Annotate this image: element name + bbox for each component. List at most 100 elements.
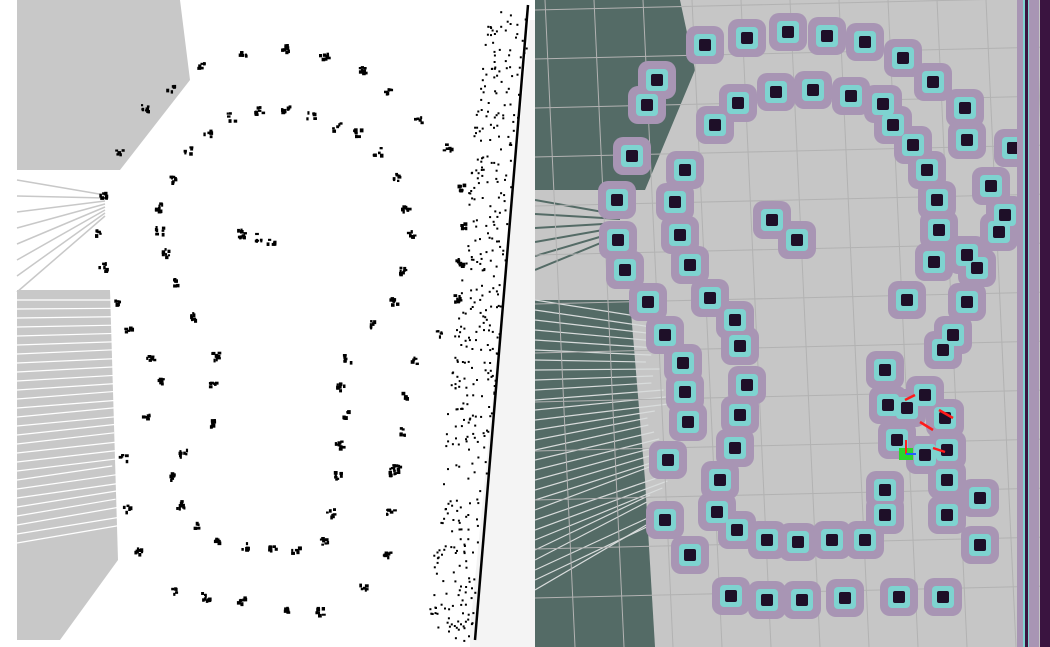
wall-noise-cell <box>481 294 484 297</box>
obstacle-cell <box>268 548 272 552</box>
wall-noise-cell <box>502 253 504 256</box>
obstacle-cell <box>796 594 808 606</box>
wall-noise-cell <box>509 49 512 52</box>
obstacle-cell <box>897 52 909 64</box>
obstacle-cell <box>403 397 407 400</box>
obstacle-cell <box>183 451 186 455</box>
obstacle-cell <box>281 49 285 52</box>
obstacle-cell <box>191 318 194 322</box>
wall-noise-cell <box>480 87 483 90</box>
obstacle-cell <box>200 66 204 70</box>
wall-noise-cell <box>464 312 467 315</box>
obstacle-cell <box>170 478 173 482</box>
wall-noise-cell <box>521 39 524 42</box>
obstacle-cell <box>203 62 206 66</box>
obstacle-cell <box>619 264 631 276</box>
wall-noise-cell <box>498 48 501 51</box>
robot-path-layer <box>904 393 954 454</box>
obstacle-cell <box>121 454 124 458</box>
obstacle-cell <box>98 266 101 270</box>
wall-noise-cell <box>467 421 470 424</box>
wall-noise-cell <box>498 211 501 214</box>
occupancy-grid-map <box>16 0 535 647</box>
obstacle-cell <box>399 269 402 274</box>
wall-noise-cell <box>465 262 468 265</box>
wall-noise-cell <box>500 80 503 83</box>
wall-noise-cell <box>464 603 467 606</box>
obstacle-cell <box>318 613 322 618</box>
wall-noise-cell <box>450 384 453 387</box>
wall-noise-cell <box>491 374 494 377</box>
wall-noise-cell <box>475 113 478 116</box>
obstacle-cell <box>213 420 217 424</box>
wall-noise-cell <box>471 306 474 308</box>
wall-noise-cell <box>493 61 496 63</box>
obstacle-cell <box>370 320 373 323</box>
wall-noise-cell <box>463 418 465 421</box>
wall-noise-cell <box>488 406 491 408</box>
obstacle-cell <box>937 344 949 356</box>
wall-noise-cell <box>448 625 451 628</box>
obstacle-cell <box>642 296 654 308</box>
wall-noise-cell <box>460 603 463 606</box>
obstacle-cell <box>116 153 120 156</box>
obstacle-cell <box>460 226 465 231</box>
obstacle-cell <box>161 203 164 207</box>
wall-noise-cell <box>490 161 493 164</box>
obstacle-cell <box>319 54 323 58</box>
scan-ray <box>16 316 123 319</box>
obstacle-cell <box>211 422 215 425</box>
wall-noise-cell <box>481 269 484 272</box>
wall-noise-cell <box>509 23 512 25</box>
wall-noise-cell <box>474 126 477 129</box>
obstacle-cell <box>391 298 395 302</box>
wall-strip <box>1025 0 1028 647</box>
obstacle-cell <box>274 547 278 551</box>
obstacle-cell <box>339 473 343 478</box>
obstacle-cell <box>189 146 194 149</box>
path-segment <box>938 408 954 420</box>
obstacle-cell <box>321 537 325 540</box>
obstacle-cell <box>217 351 222 355</box>
obstacle-cell <box>732 97 744 109</box>
obstacle-cell <box>268 546 272 549</box>
wall-noise-cell <box>460 425 463 428</box>
wall-noise-cell <box>451 372 454 375</box>
obstacle-cell <box>287 107 290 111</box>
obstacle-cell <box>919 449 931 461</box>
obstacle-cell <box>291 548 294 552</box>
obstacle-cell <box>173 473 176 476</box>
scan-ray <box>16 357 128 364</box>
obstacle-cell <box>334 475 338 479</box>
obstacle-cell <box>324 538 329 542</box>
obstacle-cell <box>382 554 387 557</box>
wall-noise-cell <box>459 331 462 334</box>
wall-noise-cell <box>462 625 465 628</box>
obstacle-cell <box>859 534 871 546</box>
obstacle-cell <box>211 423 216 428</box>
obstacle-cell <box>641 99 653 111</box>
wall-noise-cell <box>479 490 482 493</box>
scan-ray <box>16 465 113 481</box>
obstacle-cell <box>243 597 248 602</box>
obstacle-cell <box>164 248 167 251</box>
wall-noise-cell <box>462 402 465 405</box>
scan-ray <box>535 424 649 451</box>
obstacle-cell <box>339 122 343 125</box>
scan-ray <box>16 440 126 454</box>
obstacle-cell <box>328 509 332 513</box>
wall-noise-cell <box>504 60 507 63</box>
obstacle-cell <box>378 151 381 155</box>
wall-noise-cell <box>473 578 476 581</box>
obstacle-cell <box>332 127 335 130</box>
obstacle-cell <box>119 153 122 157</box>
obstacle-cell <box>361 69 365 74</box>
obstacle-cell <box>321 613 326 616</box>
wall-noise-cell <box>484 369 487 372</box>
wall-noise-cell <box>450 546 453 549</box>
obstacle-cell <box>401 207 405 212</box>
obstacle-cell <box>175 591 179 594</box>
wall-noise-cell <box>457 620 460 623</box>
obstacle-cell <box>403 433 406 437</box>
obstacle-cell <box>283 609 288 613</box>
